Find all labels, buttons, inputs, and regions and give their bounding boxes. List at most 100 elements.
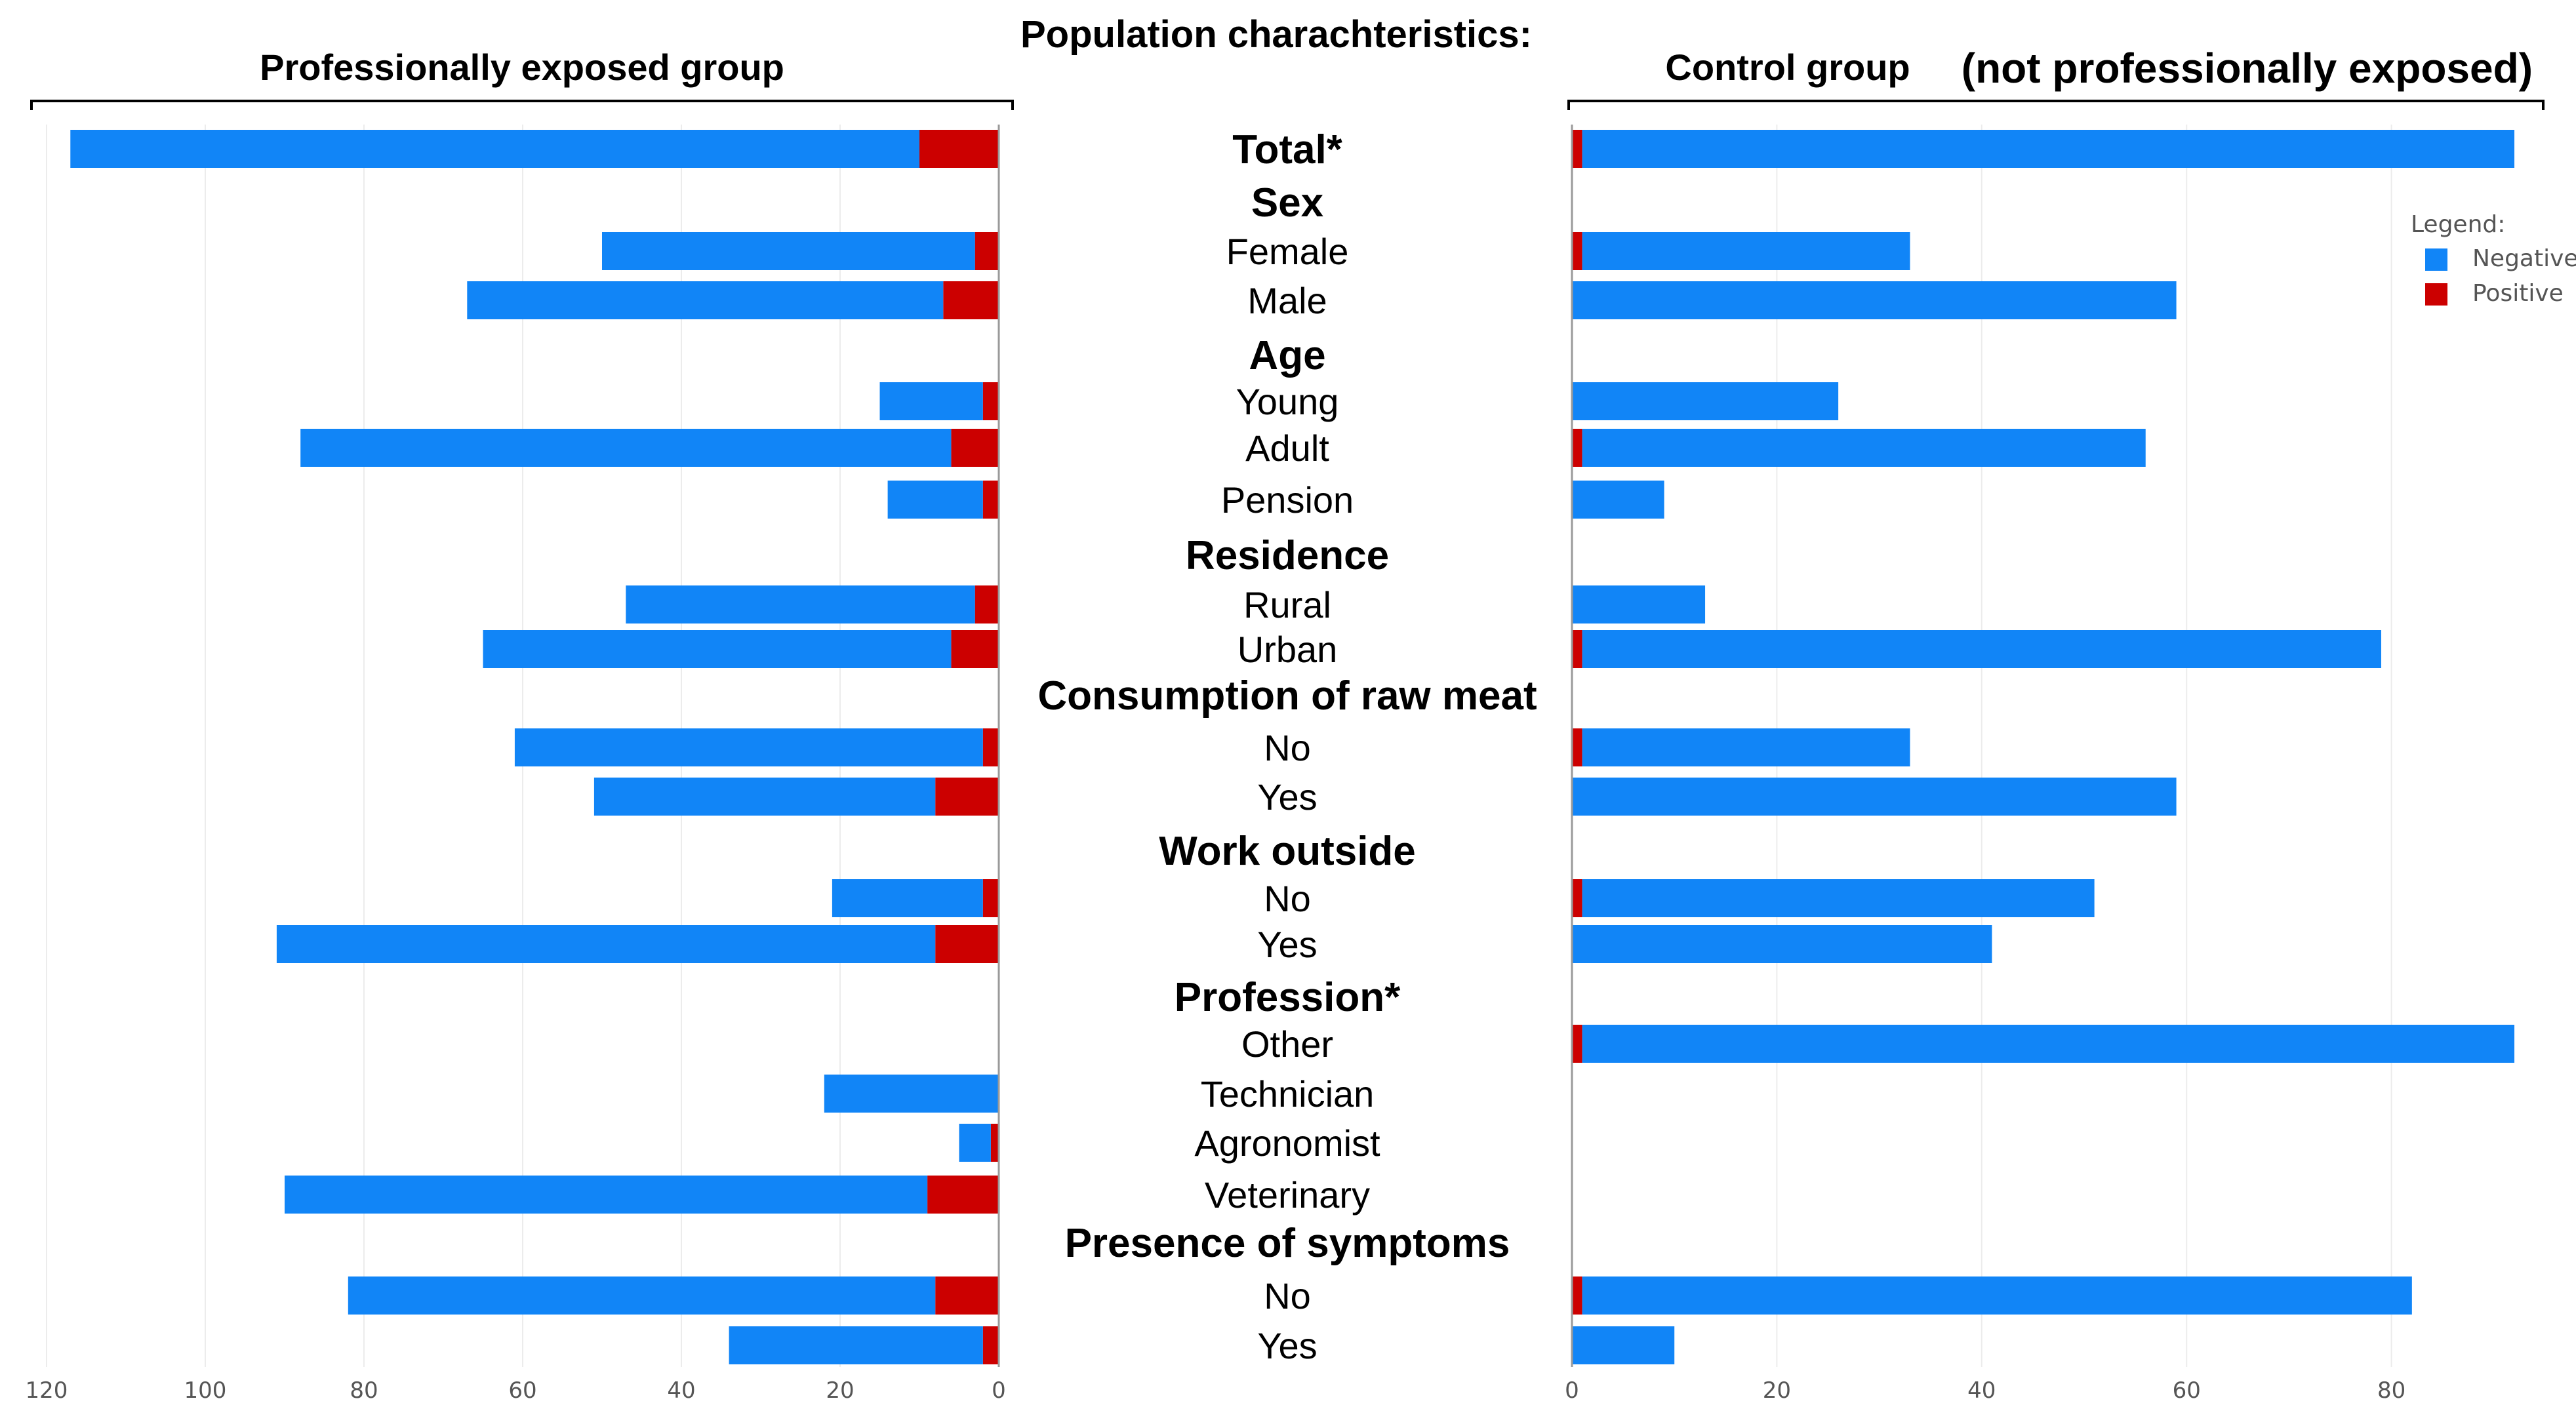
exposed-negative-bar [285, 1176, 928, 1214]
left-tick-label: 60 [508, 1377, 536, 1404]
exposed-negative-bar [348, 1276, 936, 1315]
control-negative-bar [1582, 1025, 2515, 1063]
exposed-positive-bar [943, 281, 999, 319]
exposed-negative-bar [70, 130, 919, 168]
category-label: Adult [1245, 427, 1329, 469]
exposed-negative-bar [729, 1326, 983, 1364]
exposed-positive-bar [935, 925, 999, 963]
category-header: Sex [1251, 180, 1324, 226]
control-positive-bar [1572, 630, 1582, 668]
bars [70, 130, 2515, 1364]
left-tick-label: 0 [992, 1377, 1006, 1404]
control-negative-bar [1572, 281, 2177, 319]
exposed-positive-bar [975, 232, 999, 270]
exposed-positive-bar [935, 1276, 999, 1315]
control-negative-bar [1582, 429, 2146, 467]
category-label: Pension [1221, 479, 1354, 521]
left-tick-label: 40 [667, 1377, 695, 1404]
category-label: Male [1247, 280, 1327, 321]
control-negative-bar [1582, 1276, 2412, 1315]
chart-title: Population charachteristics: [1020, 13, 1532, 56]
exposed-negative-bar [483, 630, 952, 668]
control-negative-bar [1572, 481, 1664, 519]
legend: Legend: Negative Positive [2411, 211, 2576, 307]
control-negative-bar [1582, 728, 1910, 766]
right-tick-label: 80 [2377, 1377, 2405, 1404]
exposed-positive-bar [982, 879, 999, 917]
right-tick-label: 20 [1763, 1377, 1791, 1404]
right-tick-label: 0 [1565, 1377, 1579, 1404]
category-label: Young [1236, 381, 1339, 422]
exposed-negative-bar [467, 281, 944, 319]
axes [997, 125, 1573, 1367]
left-panel-title: Professionally exposed group [260, 47, 784, 88]
exposed-negative-bar [626, 585, 975, 623]
category-header: Total* [1232, 127, 1342, 172]
category-label: Technician [1201, 1073, 1375, 1115]
category-label: Female [1226, 231, 1349, 272]
right-panel-bracket [1567, 100, 2545, 110]
category-header: Consumption of raw meat [1037, 673, 1537, 719]
exposed-positive-bar [919, 130, 999, 168]
exposed-positive-bar [975, 585, 999, 623]
exposed-negative-bar [276, 925, 936, 963]
exposed-negative-bar [300, 429, 952, 467]
category-label: Yes [1257, 924, 1317, 965]
legend-title: Legend: [2411, 211, 2505, 238]
control-positive-bar [1572, 1025, 1582, 1063]
control-negative-bar [1582, 130, 2515, 168]
right-panel-subtitle: (not professionally exposed) [1962, 45, 2533, 92]
exposed-negative-bar [514, 728, 983, 766]
right-tick-label: 40 [1967, 1377, 1996, 1404]
category-header: Presence of symptoms [1065, 1221, 1510, 1266]
tick-labels: 120 100 80 60 40 20 0 0 20 40 60 80 [26, 1377, 2406, 1404]
control-negative-bar [1572, 585, 1706, 623]
category-label: Urban [1238, 629, 1338, 670]
category-label: Yes [1257, 1325, 1317, 1366]
control-positive-bar [1572, 429, 1582, 467]
exposed-negative-bar [824, 1075, 999, 1113]
exposed-positive-bar [951, 630, 999, 668]
control-positive-bar [1572, 130, 1582, 168]
legend-label-positive: Positive [2472, 280, 2564, 307]
exposed-positive-bar [927, 1176, 999, 1214]
category-header: Profession* [1175, 975, 1401, 1020]
control-positive-bar [1572, 1276, 1582, 1315]
left-tick-label: 120 [26, 1377, 68, 1404]
exposed-negative-bar [887, 481, 983, 519]
category-header: Age [1249, 333, 1325, 378]
category-label: Other [1241, 1023, 1333, 1065]
category-label: Yes [1257, 776, 1317, 818]
control-negative-bar [1572, 1326, 1675, 1364]
left-tick-label: 20 [826, 1377, 854, 1404]
category-header: Residence [1186, 533, 1389, 578]
exposed-positive-bar [990, 1124, 999, 1162]
category-label: Agronomist [1194, 1122, 1380, 1164]
control-negative-bar [1572, 382, 1839, 420]
legend-label-negative: Negative [2472, 245, 2576, 272]
right-panel-title: Control group [1665, 47, 1910, 88]
exposed-negative-bar [879, 382, 983, 420]
exposed-positive-bar [935, 778, 999, 816]
control-positive-bar [1572, 728, 1582, 766]
right-tick-label: 60 [2173, 1377, 2201, 1404]
control-positive-bar [1572, 232, 1582, 270]
exposed-negative-bar [594, 778, 936, 816]
left-panel-bracket [30, 100, 1014, 110]
exposed-positive-bar [982, 481, 999, 519]
category-label: Veterinary [1205, 1174, 1370, 1216]
exposed-negative-bar [959, 1124, 991, 1162]
exposed-positive-bar [982, 1326, 999, 1364]
control-negative-bar [1572, 925, 1992, 963]
legend-swatch-negative [2425, 248, 2447, 271]
category-label: No [1264, 878, 1311, 919]
legend-swatch-positive [2425, 283, 2447, 306]
control-negative-bar [1582, 879, 2095, 917]
control-positive-bar [1572, 879, 1582, 917]
left-tick-label: 80 [350, 1377, 378, 1404]
category-label: No [1264, 1275, 1311, 1316]
control-negative-bar [1582, 232, 1910, 270]
exposed-positive-bar [982, 382, 999, 420]
